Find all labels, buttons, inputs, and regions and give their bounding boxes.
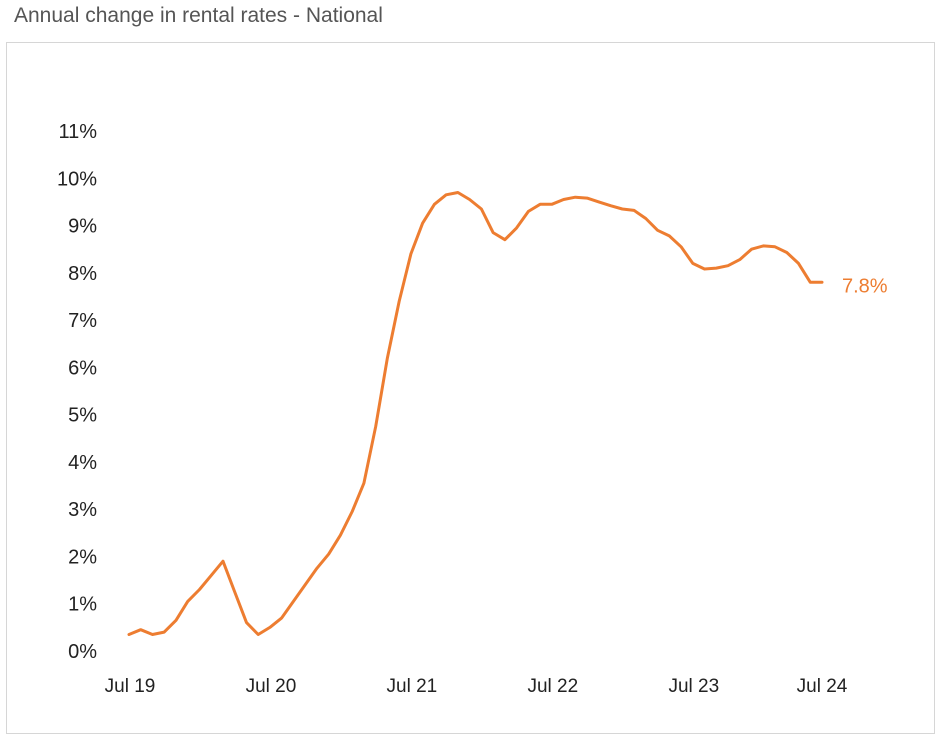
y-tick-label: 7% <box>68 310 97 332</box>
y-tick-label: 3% <box>68 499 97 521</box>
series-line <box>127 191 824 636</box>
chart-title: Annual change in rental rates - National <box>14 4 383 27</box>
y-tick-label: 10% <box>57 168 97 190</box>
y-tick-label: 9% <box>68 216 97 238</box>
x-tick-label: Jul 24 <box>797 676 848 697</box>
y-tick-label: 8% <box>68 263 97 285</box>
x-tick-label: Jul 20 <box>246 676 297 697</box>
y-tick-label: 6% <box>68 357 97 379</box>
x-axis-ticks: Jul 19 Jul 20 Jul 21 Jul 22 Jul 23 Jul 24 <box>105 676 848 697</box>
y-axis-ticks: 0% 1% 2% 3% 4% 5% 6% 7% 8% 9% 10% 11% <box>57 121 97 663</box>
end-value-label: 7.8% <box>842 275 888 297</box>
x-tick-label: Jul 19 <box>105 676 156 697</box>
x-tick-label: Jul 21 <box>387 676 438 697</box>
y-tick-label: 5% <box>68 405 97 427</box>
y-tick-label: 11% <box>58 121 97 143</box>
chart-frame <box>6 42 935 734</box>
y-tick-label: 1% <box>68 594 97 616</box>
y-tick-label: 2% <box>68 546 97 568</box>
x-tick-label: Jul 22 <box>527 676 578 697</box>
y-tick-label: 0% <box>68 641 97 663</box>
x-tick-label: Jul 23 <box>668 676 719 697</box>
y-tick-label: 4% <box>68 452 97 474</box>
